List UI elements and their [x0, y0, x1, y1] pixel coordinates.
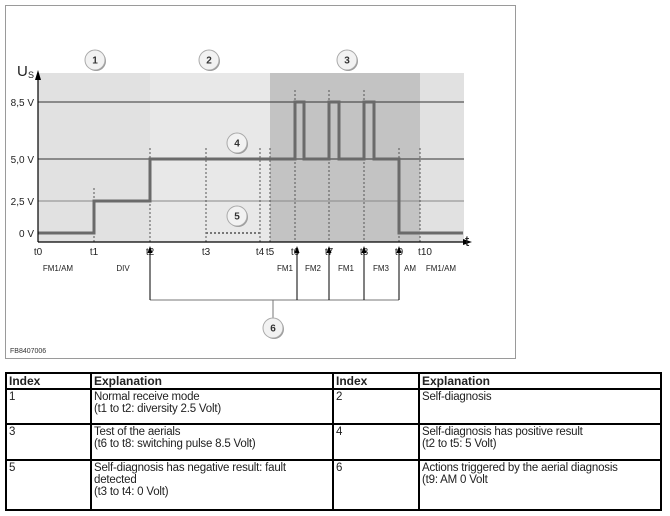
y-axis-label: U	[17, 63, 28, 80]
y-tick-label: 8,5 V	[11, 98, 35, 109]
explanation-cell: Self-diagnosis has negative result: faul…	[90, 459, 334, 511]
voltage-timing-diagram: U S t 8,5 V5,0 V2,5 V0 Vt0t1t2t3t4t5t6t7…	[11, 49, 472, 339]
callout-4: 4	[226, 132, 248, 154]
callout-1: 1	[84, 49, 106, 71]
time-label: t3	[202, 247, 211, 258]
explanation-cell: Self-diagnosis has positive result (t2 t…	[418, 423, 662, 461]
time-label: t10	[418, 247, 432, 258]
region-after-test	[420, 73, 464, 242]
figure-code: FB8407006	[10, 348, 47, 355]
index-cell: 2	[332, 388, 420, 425]
header-explanation: Explanation	[418, 372, 662, 390]
mode-label: FM1	[277, 264, 294, 273]
y-tick-label: 5,0 V	[11, 155, 35, 166]
arrow-up-icon	[396, 246, 402, 253]
time-label: t1	[90, 247, 99, 258]
svg-text:6: 6	[270, 324, 276, 335]
diagram-frame	[5, 5, 516, 359]
index-cell: 4	[332, 423, 420, 461]
arrow-up-icon	[361, 246, 367, 253]
index-cell: 1	[5, 388, 92, 425]
signal-line	[38, 100, 463, 235]
x-axis-label: t	[465, 233, 470, 250]
callout-2: 2	[198, 49, 220, 71]
explanation-cell: Test of the aerials (t6 to t8: switching…	[90, 423, 334, 461]
explanation-cell: Normal receive mode (t1 to t2: diversity…	[90, 388, 334, 425]
y-tick-label: 0 V	[19, 229, 34, 240]
index-cell: 6	[332, 459, 420, 511]
svg-text:2: 2	[206, 56, 212, 67]
y-axis-subscript: S	[28, 70, 34, 80]
svg-text:1: 1	[92, 56, 98, 67]
mode-label: FM1/AM	[426, 264, 457, 273]
index-cell: 5	[5, 459, 92, 511]
mode-label: FM1	[338, 264, 355, 273]
mode-label: DIV	[116, 264, 130, 273]
callout-3: 3	[336, 49, 358, 71]
legend-table: Index Explanation Index Explanation 1 No…	[5, 372, 662, 511]
arrow-up-icon	[294, 246, 300, 253]
mode-label: FM2	[305, 264, 322, 273]
explanation-cell: Self-diagnosis	[418, 388, 662, 425]
header-index: Index	[5, 372, 92, 390]
mode-label: FM1/AM	[43, 264, 74, 273]
svg-text:3: 3	[344, 56, 350, 67]
svg-text:5: 5	[234, 212, 240, 223]
y-tick-label: 2,5 V	[11, 197, 35, 208]
arrow-up-icon	[326, 246, 332, 253]
arrow-up-icon	[147, 246, 153, 253]
mode-label: FM3	[373, 264, 390, 273]
table-row: 3 Test of the aerials (t6 to t8: switchi…	[5, 423, 662, 461]
mode-label: AM	[404, 264, 416, 273]
time-label: t5	[266, 247, 275, 258]
explanation-cell: Actions triggered by the aerial diagnosi…	[418, 459, 662, 511]
index-cell: 3	[5, 423, 92, 461]
callout-6: 6	[262, 317, 284, 339]
table-row: 1 Normal receive mode (t1 to t2: diversi…	[5, 388, 662, 425]
callout-5: 5	[226, 205, 248, 227]
header-explanation: Explanation	[90, 372, 334, 390]
y-axis-arrow-icon	[35, 70, 41, 80]
table-row: 5 Self-diagnosis has negative result: fa…	[5, 459, 662, 511]
x-axis-arrow-icon	[463, 239, 472, 245]
svg-text:4: 4	[234, 139, 240, 150]
header-index: Index	[332, 372, 420, 390]
time-label: t0	[34, 247, 43, 258]
time-label: t4	[256, 247, 265, 258]
